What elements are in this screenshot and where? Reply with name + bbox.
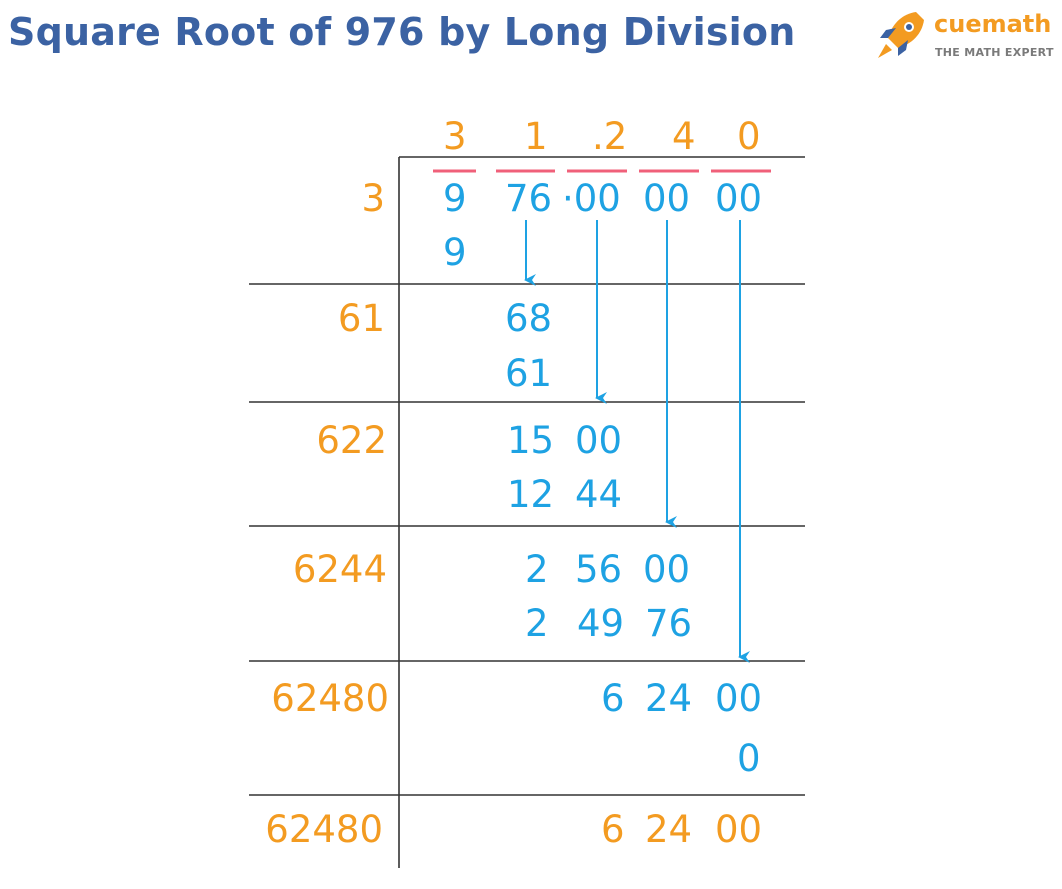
quotient-digit: 1: [524, 115, 548, 158]
remainder: 15: [507, 419, 555, 462]
remainder: 00: [643, 548, 691, 591]
dividend-pair: 00: [643, 177, 691, 220]
divisor: 62480: [265, 808, 383, 851]
final-value: 00: [715, 808, 763, 851]
final-value: 6: [601, 808, 625, 851]
rocket-icon: [878, 12, 924, 58]
quotient-digit: 4: [672, 115, 696, 158]
quotient-digit: .2: [592, 115, 628, 158]
remainder: 6: [601, 677, 625, 720]
subtrahend: 12: [507, 473, 555, 516]
remainder: 00: [715, 677, 763, 720]
divisor: 3: [361, 177, 385, 220]
brand-name: cuemath: [934, 10, 1052, 38]
divisor: 61: [337, 297, 385, 340]
dividend-pair: 9: [443, 177, 467, 220]
dividend-pair: 76: [505, 177, 553, 220]
remainder: 56: [575, 548, 623, 591]
final-value: 24: [645, 808, 693, 851]
divisor: 622: [316, 419, 387, 462]
subtrahend: 61: [505, 352, 553, 395]
subtrahend: 0: [737, 737, 761, 780]
subtrahend: 2: [525, 602, 549, 645]
dividend-pair: ·00: [562, 177, 621, 220]
remainder: 00: [575, 419, 623, 462]
page-title: Square Root of 976 by Long Division: [8, 10, 796, 54]
subtrahend: 76: [645, 602, 693, 645]
subtrahend: 9: [443, 231, 467, 274]
dividend-pair: 00: [715, 177, 763, 220]
divisor: 62480: [271, 677, 389, 720]
subtrahend: 49: [577, 602, 625, 645]
quotient-digit: 0: [737, 115, 761, 158]
remainder: 24: [645, 677, 693, 720]
quotient-digit: 3: [443, 115, 467, 158]
remainder: 2: [525, 548, 549, 591]
brand-logo: cuemath THE MATH EXPERT: [872, 8, 1054, 68]
remainder: 68: [505, 297, 553, 340]
subtrahend: 44: [575, 473, 623, 516]
divisor: 6244: [292, 548, 387, 591]
brand-tagline: THE MATH EXPERT: [935, 46, 1054, 59]
